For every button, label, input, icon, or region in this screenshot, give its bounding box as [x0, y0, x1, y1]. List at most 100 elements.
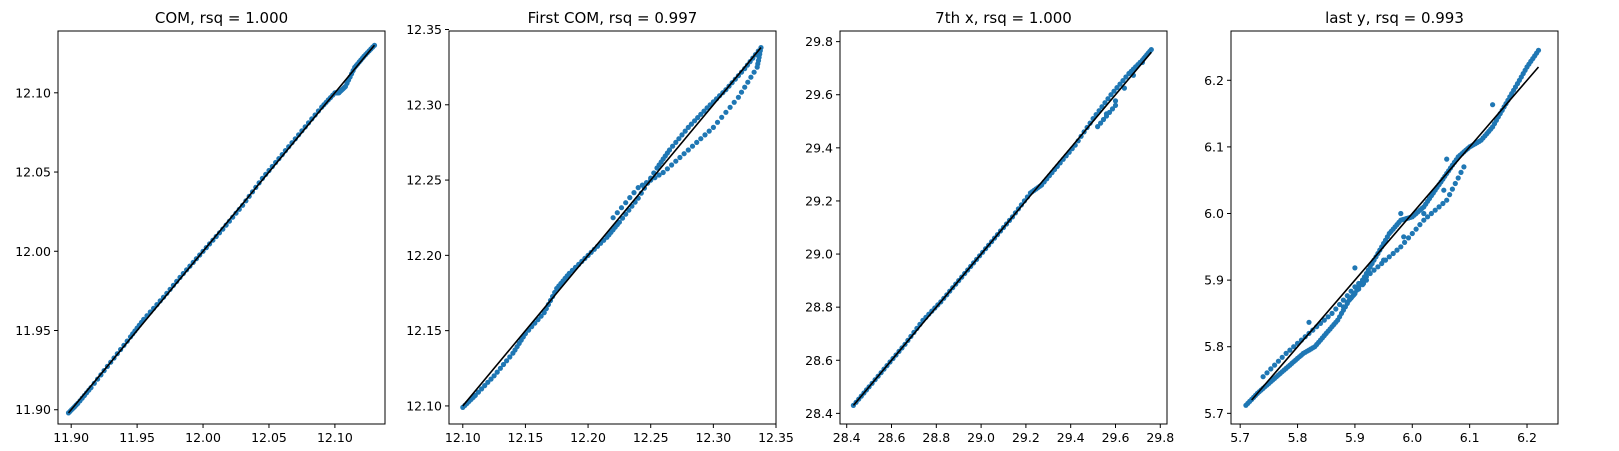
data-point [1287, 347, 1293, 353]
data-point [1275, 358, 1281, 364]
data-point [677, 154, 683, 161]
y-tick-label: 12.35 [406, 22, 442, 37]
data-point [706, 128, 712, 134]
data-point [1363, 277, 1369, 283]
data-point [1268, 366, 1274, 372]
data-point [1367, 270, 1373, 277]
y-tick-label: 12.25 [406, 173, 442, 188]
data-point [1398, 210, 1404, 217]
data-point [1114, 85, 1120, 91]
data-point [676, 136, 682, 142]
data-point [727, 104, 733, 110]
y-tick-label: 29.8 [805, 34, 833, 49]
data-point [236, 206, 242, 212]
data-point [1325, 314, 1331, 320]
data-point [1401, 234, 1407, 240]
data-point [1098, 120, 1104, 126]
data-point [1340, 304, 1346, 310]
data-point [1105, 96, 1111, 102]
data-point [723, 109, 729, 115]
data-point [682, 128, 688, 134]
data-point [1111, 88, 1117, 94]
data-point [1449, 186, 1455, 192]
data-point [1428, 210, 1434, 217]
subplot-title: COM, rsq = 1.000 [155, 9, 288, 27]
x-tick-label: 11.90 [53, 430, 89, 445]
x-tick-label: 28.8 [922, 430, 950, 445]
data-point [1306, 319, 1312, 325]
data-point [1329, 310, 1335, 316]
y-tick-label: 11.90 [15, 402, 51, 417]
data-point [1112, 98, 1119, 104]
data-point [504, 358, 510, 364]
data-point [738, 89, 745, 95]
data-point [1440, 200, 1446, 207]
data-point [1390, 250, 1396, 257]
data-point [1455, 175, 1461, 181]
x-tick-label: 5.8 [1288, 430, 1308, 445]
y-tick-label: 12.20 [406, 248, 442, 263]
data-point [619, 215, 626, 221]
axes-frame [448, 30, 777, 425]
y-tick-label: 29.2 [805, 193, 833, 208]
data-point [1441, 187, 1447, 193]
data-point [660, 169, 666, 176]
x-tick-label: 12.20 [570, 430, 606, 445]
data-point [656, 172, 662, 178]
data-point [220, 226, 226, 232]
data-point [1436, 204, 1442, 210]
data-point [1117, 81, 1123, 87]
data-point [685, 124, 691, 130]
data-point [1458, 169, 1464, 175]
data-point [1425, 214, 1431, 220]
data-point [1348, 295, 1354, 301]
data-point [170, 282, 176, 288]
data-point [635, 185, 641, 191]
data-point [497, 365, 503, 371]
data-point [167, 286, 173, 292]
data-point [1386, 254, 1392, 260]
data-point [701, 108, 707, 114]
data-point [1371, 267, 1377, 273]
y-tick-label: 29.0 [805, 247, 833, 262]
data-point [1109, 106, 1116, 112]
data-point [1291, 344, 1297, 350]
data-point [673, 158, 679, 164]
data-point [240, 202, 246, 208]
data-point [1409, 230, 1415, 237]
data-point [1444, 197, 1450, 203]
data-point [494, 369, 500, 375]
data-point [1348, 288, 1354, 294]
data-point [1360, 282, 1366, 288]
x-tick-label: 28.4 [833, 430, 861, 445]
y-tick-label: 6.2 [1204, 73, 1224, 88]
axes-frame [57, 30, 386, 425]
data-point [1444, 156, 1450, 162]
data-point [616, 219, 623, 225]
data-point [692, 118, 698, 124]
y-tick-label: 12.05 [15, 165, 51, 180]
x-tick-label: 5.7 [1230, 430, 1250, 445]
data-point [735, 94, 742, 100]
subplot-1: 11.90 11.95 12.00 12.05 12.10 11.90 11.95 12.00… [15, 9, 386, 445]
x-tick-label: 6.2 [1517, 430, 1537, 445]
data-point [623, 200, 629, 206]
data-point [1381, 257, 1387, 263]
axes-frame [839, 30, 1168, 425]
data-point [1452, 180, 1458, 187]
data-point [259, 175, 265, 181]
data-point [263, 171, 269, 177]
data-point [500, 361, 507, 368]
data-point [1123, 74, 1129, 80]
fit-line [852, 51, 1152, 406]
subplot-3: 28.4 28.6 28.8 29.0 29.2 29.4 29.6 29.8 28.4 28.6… [805, 9, 1174, 445]
data-point [1283, 350, 1289, 356]
data-point [742, 84, 748, 90]
data-point [614, 210, 620, 216]
data-point [610, 215, 616, 221]
data-point [1394, 247, 1400, 253]
x-tick-label: 12.15 [508, 430, 544, 445]
x-tick-label: 6.0 [1402, 430, 1422, 445]
y-tick-label: 29.6 [805, 87, 833, 102]
